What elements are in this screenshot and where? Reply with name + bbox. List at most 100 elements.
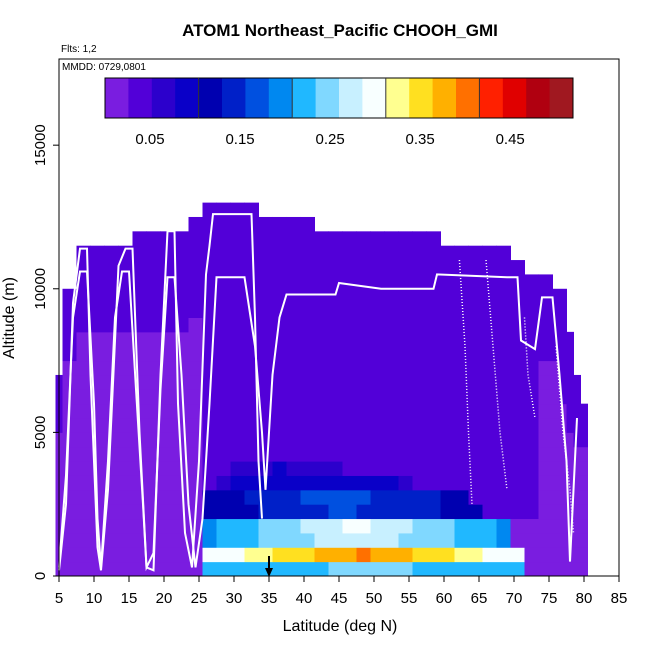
heatmap-cell bbox=[370, 432, 385, 448]
x-axis-label: Latitude (deg N) bbox=[283, 618, 398, 635]
heatmap-cell bbox=[510, 389, 525, 405]
colorbar-swatch bbox=[339, 78, 363, 118]
heatmap-cell bbox=[328, 274, 343, 290]
heatmap-cell bbox=[398, 432, 413, 448]
heatmap-cell bbox=[90, 260, 105, 275]
heatmap-cell bbox=[384, 245, 399, 261]
heatmap-cell bbox=[314, 403, 329, 419]
heatmap-cell bbox=[342, 274, 357, 290]
heatmap-cell bbox=[146, 418, 161, 433]
heatmap-cell bbox=[328, 432, 343, 448]
heatmap-cell bbox=[258, 331, 273, 347]
heatmap-cell bbox=[496, 389, 511, 405]
heatmap-cell bbox=[202, 446, 217, 462]
heatmap-cell bbox=[300, 331, 315, 347]
colorbar-swatch bbox=[128, 78, 153, 118]
heatmap-cell bbox=[202, 303, 217, 318]
x-tick-label: 30 bbox=[226, 590, 243, 607]
heatmap-cell bbox=[524, 475, 539, 491]
heatmap-cell bbox=[216, 317, 231, 333]
y-tick-label: 0 bbox=[32, 572, 49, 580]
heatmap-cell bbox=[286, 446, 301, 462]
heatmap-cell bbox=[412, 374, 427, 390]
heatmap-cell bbox=[496, 475, 511, 491]
heatmap-cell bbox=[510, 561, 525, 577]
heatmap-cell bbox=[454, 260, 469, 275]
heatmap-cell bbox=[272, 475, 287, 491]
heatmap-cell bbox=[342, 561, 357, 577]
heatmap-cell bbox=[244, 331, 259, 347]
heatmap-cell bbox=[160, 403, 175, 419]
heatmap-cell bbox=[356, 346, 371, 362]
flight-track-dotted bbox=[523, 317, 536, 419]
heatmap-cell bbox=[188, 303, 203, 318]
heatmap-cell bbox=[216, 561, 231, 577]
heatmap-cell bbox=[230, 360, 245, 376]
heatmap-cell bbox=[244, 403, 259, 419]
heatmap-cell bbox=[300, 216, 315, 232]
heatmap-cell bbox=[258, 260, 273, 275]
heatmap-cell bbox=[440, 518, 455, 534]
heatmap-cell bbox=[566, 374, 581, 390]
heatmap-cell bbox=[272, 403, 287, 419]
heatmap-cell bbox=[496, 547, 511, 563]
heatmap-cell bbox=[412, 446, 427, 462]
heatmap-cell bbox=[370, 461, 385, 476]
heatmap-cell bbox=[342, 288, 357, 304]
heatmap-cell bbox=[90, 331, 105, 347]
heatmap-cell bbox=[356, 532, 371, 548]
heatmap-cell bbox=[426, 561, 441, 577]
heatmap-cell bbox=[384, 231, 399, 247]
heatmap-cell bbox=[538, 331, 553, 347]
heatmap-cell bbox=[314, 504, 329, 520]
heatmap-cell bbox=[482, 446, 497, 462]
heatmap-cell bbox=[468, 374, 483, 390]
heatmap-cell bbox=[356, 317, 371, 333]
mmdd-label: MMDD: 0729,0801 bbox=[62, 62, 146, 73]
heatmap-cell bbox=[160, 446, 175, 462]
heatmap-cell bbox=[286, 374, 301, 390]
heatmap-cell bbox=[174, 260, 189, 275]
heatmap-cell bbox=[552, 288, 567, 304]
x-tick-label: 40 bbox=[296, 590, 313, 607]
heatmap-cell bbox=[510, 403, 525, 419]
heatmap-cell bbox=[524, 288, 539, 304]
heatmap-cell bbox=[524, 389, 539, 405]
heatmap-cell bbox=[356, 231, 371, 247]
heatmap-cell bbox=[146, 231, 161, 247]
heatmap-cell bbox=[412, 547, 427, 563]
heatmap-cell bbox=[202, 360, 217, 376]
heatmap-cell bbox=[286, 317, 301, 333]
heatmap-cell bbox=[62, 461, 77, 476]
heatmap-cell bbox=[76, 303, 91, 318]
x-tick-label: 25 bbox=[191, 590, 208, 607]
heatmap-cell bbox=[104, 274, 119, 290]
heatmap-cell bbox=[384, 461, 399, 476]
heatmap-cell bbox=[258, 532, 273, 548]
heatmap-cell bbox=[412, 518, 427, 534]
heatmap-cell bbox=[286, 475, 301, 491]
heatmap-cell bbox=[314, 346, 329, 362]
heatmap-cell bbox=[146, 360, 161, 376]
heatmap-cell bbox=[244, 489, 259, 505]
heatmap-cell bbox=[146, 489, 161, 505]
heatmap-cell bbox=[412, 303, 427, 318]
colorbar-swatch bbox=[385, 78, 410, 118]
heatmap-cell bbox=[188, 446, 203, 462]
heatmap-cell bbox=[496, 461, 511, 476]
heatmap-cell bbox=[573, 461, 588, 476]
heatmap-cell bbox=[454, 374, 469, 390]
heatmap-cell bbox=[482, 403, 497, 419]
heatmap-cell bbox=[384, 547, 399, 563]
heatmap-cell bbox=[482, 374, 497, 390]
heatmap-cell bbox=[118, 489, 133, 505]
heatmap-cell bbox=[412, 317, 427, 333]
heatmap-cell bbox=[118, 403, 133, 419]
heatmap-cell bbox=[132, 231, 147, 247]
heatmap-cell bbox=[300, 504, 315, 520]
heatmap-cell bbox=[286, 489, 301, 505]
heatmap-cell bbox=[573, 561, 588, 577]
heatmap-cell bbox=[573, 475, 588, 491]
heatmap-cell bbox=[496, 346, 511, 362]
heatmap-cell bbox=[440, 418, 455, 433]
